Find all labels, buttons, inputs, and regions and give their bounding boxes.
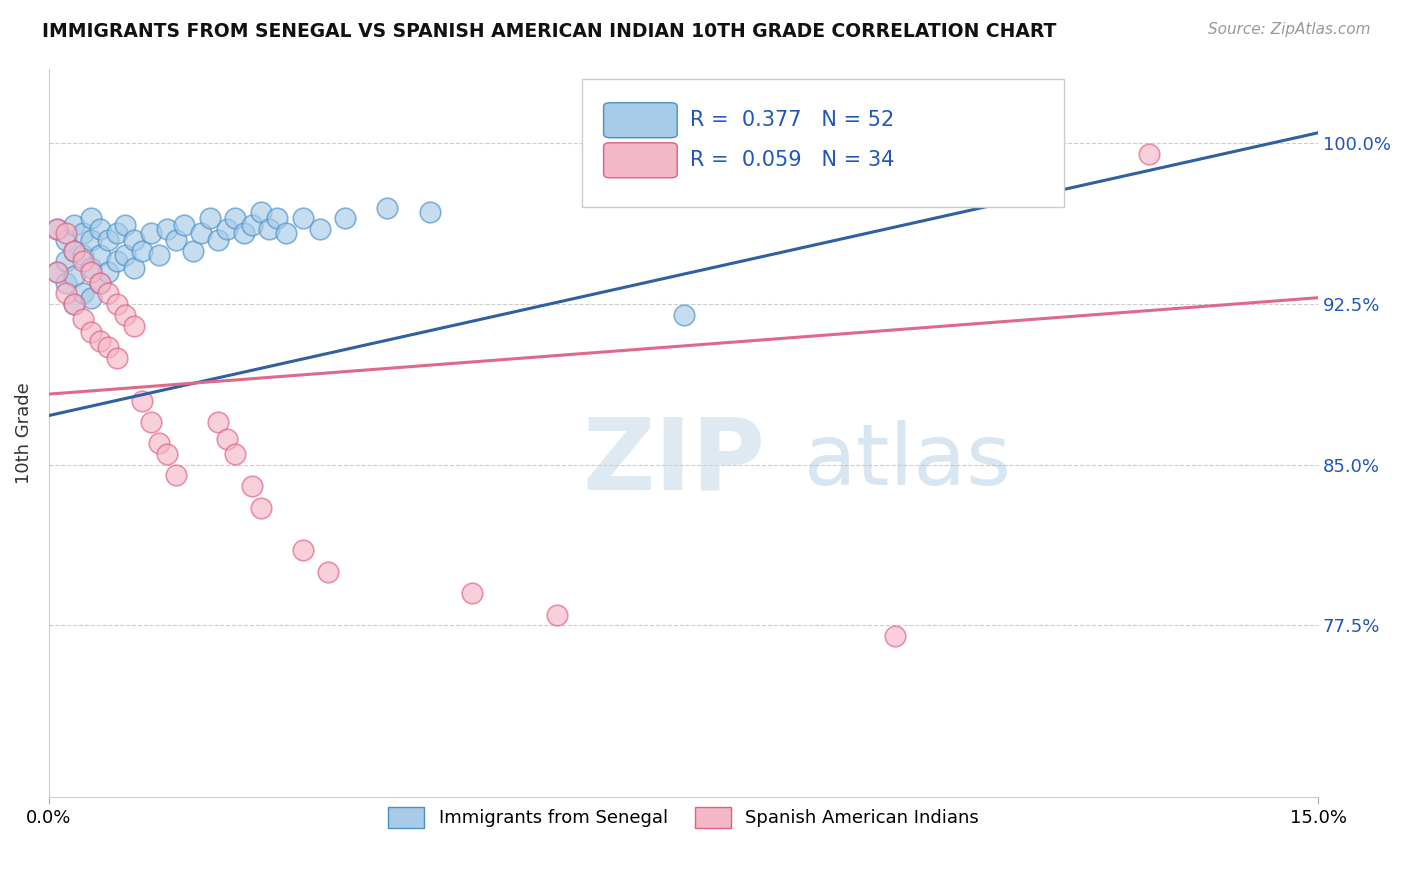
Point <box>156 222 179 236</box>
Point <box>131 393 153 408</box>
Point <box>63 244 86 258</box>
Text: Source: ZipAtlas.com: Source: ZipAtlas.com <box>1208 22 1371 37</box>
Point <box>207 233 229 247</box>
Point <box>377 201 399 215</box>
Point <box>72 312 94 326</box>
Point <box>419 205 441 219</box>
Point <box>55 254 77 268</box>
Point <box>122 233 145 247</box>
Point <box>105 227 128 241</box>
FancyBboxPatch shape <box>582 79 1064 207</box>
Point <box>249 500 271 515</box>
Point <box>190 227 212 241</box>
Point <box>63 218 86 232</box>
Point <box>80 265 103 279</box>
Point <box>291 543 314 558</box>
Point <box>672 308 695 322</box>
Point <box>240 479 263 493</box>
Point <box>173 218 195 232</box>
Point <box>63 244 86 258</box>
Point <box>249 205 271 219</box>
Point <box>165 468 187 483</box>
Point <box>89 276 111 290</box>
FancyBboxPatch shape <box>603 103 678 137</box>
Point <box>89 248 111 262</box>
Point <box>80 325 103 339</box>
Point <box>122 318 145 333</box>
Point <box>97 340 120 354</box>
Point <box>461 586 484 600</box>
Point <box>46 222 69 236</box>
Point <box>97 286 120 301</box>
Point <box>274 227 297 241</box>
Text: ZIP: ZIP <box>582 413 765 510</box>
Point <box>55 227 77 241</box>
Point <box>842 141 865 155</box>
Point <box>89 222 111 236</box>
Point <box>156 447 179 461</box>
Point <box>198 211 221 226</box>
Point <box>55 276 77 290</box>
Point <box>215 222 238 236</box>
Text: atlas: atlas <box>804 420 1012 503</box>
Point <box>105 254 128 268</box>
Point <box>266 211 288 226</box>
Text: IMMIGRANTS FROM SENEGAL VS SPANISH AMERICAN INDIAN 10TH GRADE CORRELATION CHART: IMMIGRANTS FROM SENEGAL VS SPANISH AMERI… <box>42 22 1056 41</box>
Point <box>207 415 229 429</box>
Point <box>72 248 94 262</box>
Point <box>80 260 103 275</box>
Point <box>131 244 153 258</box>
Point <box>55 233 77 247</box>
Point <box>291 211 314 226</box>
Point <box>46 222 69 236</box>
Point <box>257 222 280 236</box>
Point <box>63 269 86 284</box>
Point <box>232 227 254 241</box>
Point <box>139 227 162 241</box>
Point <box>224 211 246 226</box>
Y-axis label: 10th Grade: 10th Grade <box>15 382 32 483</box>
Point <box>55 286 77 301</box>
Point <box>46 265 69 279</box>
Point <box>1137 147 1160 161</box>
Point <box>89 276 111 290</box>
Text: R =  0.059   N = 34: R = 0.059 N = 34 <box>690 150 894 170</box>
Point <box>105 351 128 365</box>
Legend: Immigrants from Senegal, Spanish American Indians: Immigrants from Senegal, Spanish America… <box>381 800 987 835</box>
Point <box>148 248 170 262</box>
Point <box>63 297 86 311</box>
Point <box>884 629 907 643</box>
Point <box>63 297 86 311</box>
Point <box>80 211 103 226</box>
Point <box>89 334 111 348</box>
Point <box>139 415 162 429</box>
Point <box>224 447 246 461</box>
Point <box>181 244 204 258</box>
FancyBboxPatch shape <box>603 143 678 178</box>
Point <box>308 222 330 236</box>
Point <box>114 218 136 232</box>
Point <box>122 260 145 275</box>
Point <box>215 432 238 446</box>
Point <box>72 227 94 241</box>
Text: R =  0.377   N = 52: R = 0.377 N = 52 <box>690 111 894 130</box>
Point <box>97 233 120 247</box>
Point <box>72 254 94 268</box>
Point <box>240 218 263 232</box>
Point <box>546 607 568 622</box>
Point <box>80 233 103 247</box>
Point <box>165 233 187 247</box>
Point <box>114 308 136 322</box>
Point <box>97 265 120 279</box>
Point <box>105 297 128 311</box>
Point <box>46 265 69 279</box>
Point <box>80 291 103 305</box>
Point <box>72 286 94 301</box>
Point <box>316 565 339 579</box>
Point <box>148 436 170 450</box>
Point <box>333 211 356 226</box>
Point <box>114 248 136 262</box>
